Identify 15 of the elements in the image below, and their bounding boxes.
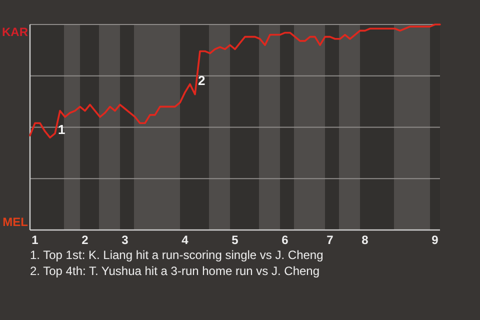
x-tick-label: 2 bbox=[82, 233, 89, 247]
text: 2. Top 4th: T. Yushua hit a 3-run home run vs J. Cheng bbox=[30, 264, 320, 278]
text: MEL bbox=[2, 215, 28, 229]
text: 1. Top 1st: K. Liang hit a run-scoring single vs J. Cheng bbox=[30, 248, 324, 262]
text: KAR bbox=[2, 25, 28, 39]
annotation: 1 bbox=[58, 122, 66, 137]
x-tick-label: 6 bbox=[282, 233, 289, 247]
annotation: 2 bbox=[198, 73, 206, 88]
x-tick-label: 3 bbox=[122, 233, 129, 247]
x-tick-label: 5 bbox=[232, 233, 239, 247]
x-tick-label: 9 bbox=[432, 233, 439, 247]
x-tick-label: 8 bbox=[362, 233, 369, 247]
x-tick-label: 1 bbox=[32, 233, 39, 247]
x-tick-label: 4 bbox=[182, 233, 189, 247]
x-tick-label: 7 bbox=[326, 233, 334, 247]
